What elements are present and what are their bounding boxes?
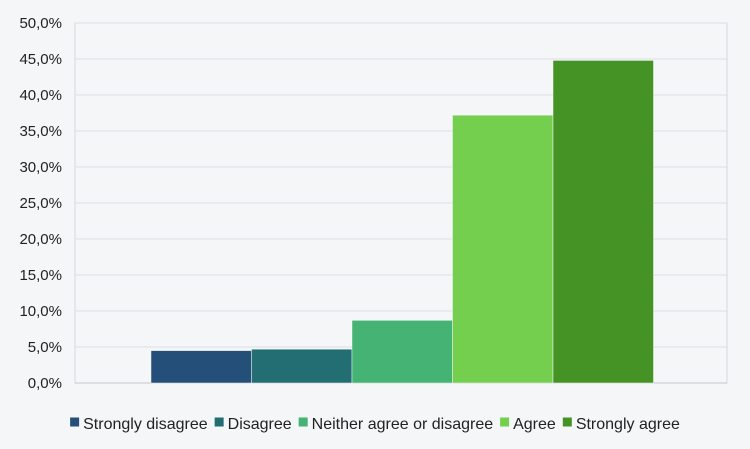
y-tick-label: 0,0% xyxy=(28,375,62,392)
legend-swatch-strongly-agree xyxy=(562,417,572,427)
legend-label-agree: Agree xyxy=(513,416,556,433)
legend: Strongly disagree Disagree Neither agree o… xyxy=(70,416,680,433)
legend-swatch-strongly-disagree xyxy=(70,417,80,427)
bar-neither-agree-or-disagree xyxy=(351,320,453,384)
y-tick-label: 5,0% xyxy=(28,339,62,356)
legend-label-strongly-agree: Strongly agree xyxy=(576,416,680,433)
bar-agree xyxy=(452,114,554,384)
bars xyxy=(150,60,654,384)
y-tick-label: 25,0% xyxy=(19,195,62,212)
legend-swatch-agree xyxy=(500,417,510,427)
legend-swatch-neither-agree-or-disagree xyxy=(298,417,308,427)
legend-label-neither-agree-or-disagree: Neither agree or disagree xyxy=(312,416,494,433)
bar-strongly-agree xyxy=(552,60,654,384)
bar-disagree xyxy=(251,348,353,384)
legend-swatch-disagree xyxy=(214,417,224,427)
y-tick-label: 50,0% xyxy=(19,15,62,32)
legend-label-strongly-disagree: Strongly disagree xyxy=(83,416,208,433)
y-tick-label: 40,0% xyxy=(19,87,62,104)
y-axis-tick-labels: 0,0% 5,0% 10,0% 15,0% 20,0% 25,0% 30,0% 35,0% 40… xyxy=(19,15,62,392)
legend-label-disagree: Disagree xyxy=(228,416,292,433)
y-tick-label: 20,0% xyxy=(19,231,62,248)
y-tick-label: 45,0% xyxy=(19,51,62,68)
y-tick-label: 30,0% xyxy=(19,159,62,176)
bar-strongly-disagree xyxy=(150,350,252,384)
y-tick-label: 10,0% xyxy=(19,303,62,320)
y-tick-label: 35,0% xyxy=(19,123,62,140)
y-tick-label: 15,0% xyxy=(19,267,62,284)
